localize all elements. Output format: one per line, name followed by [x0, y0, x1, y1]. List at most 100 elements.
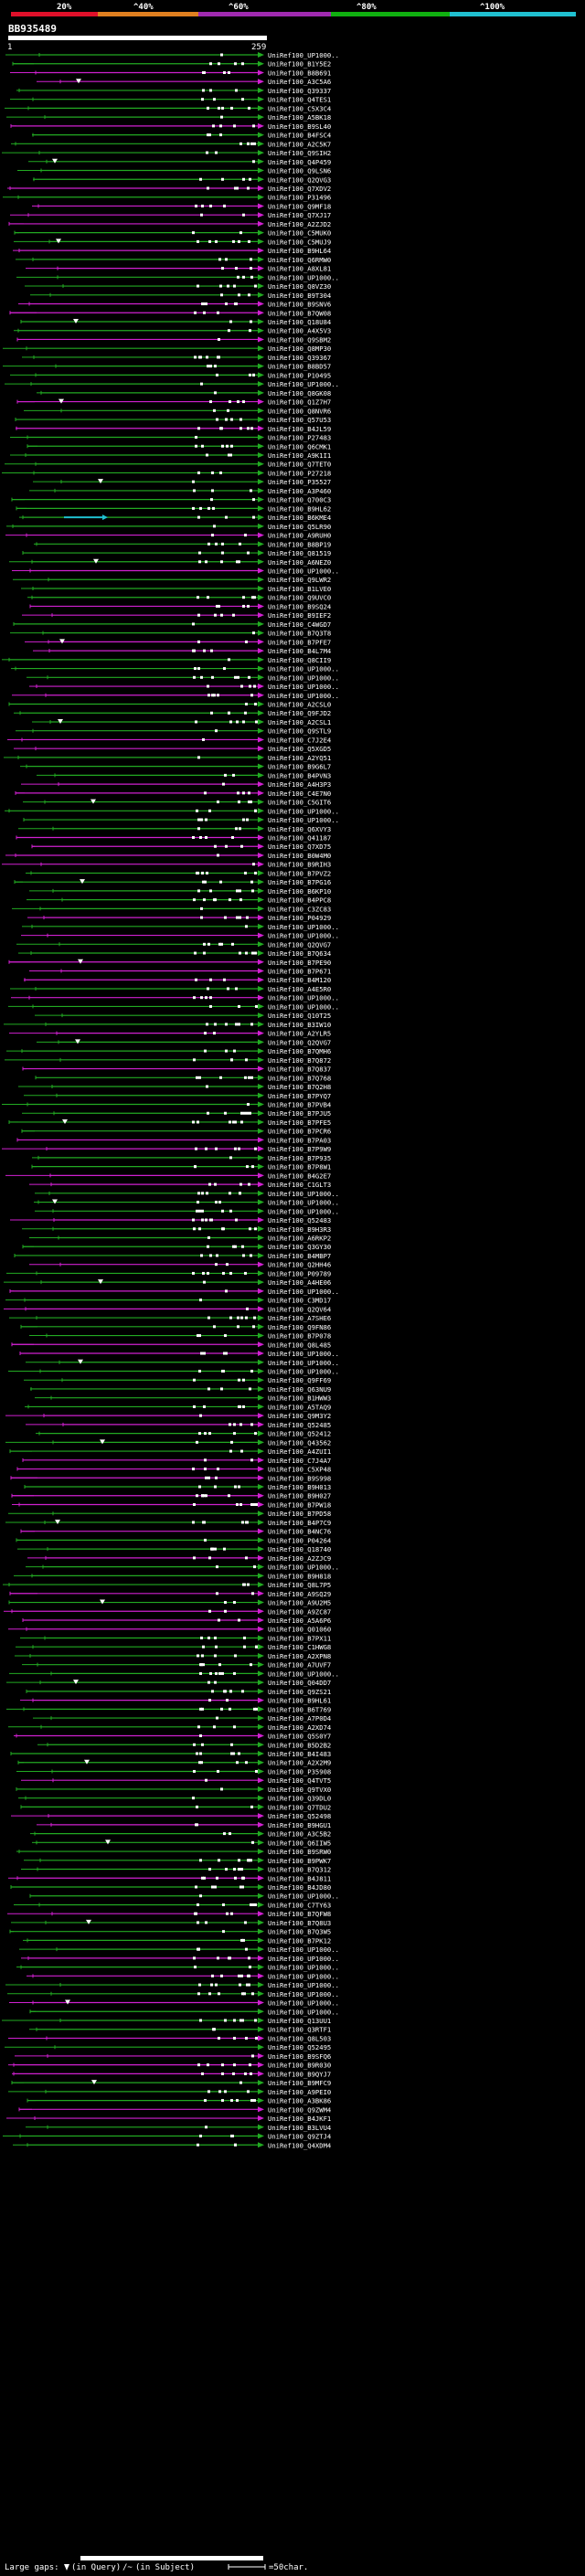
hit-name: UniRef100_P31496 [268, 194, 331, 202]
gap-marker [239, 427, 242, 430]
gap-marker [248, 1182, 250, 1186]
hit-name: UniRef100_Q9FF69 [268, 1376, 331, 1384]
hit-arrow [258, 799, 264, 805]
gap-marker [192, 231, 195, 235]
hit-arrow [258, 1172, 264, 1179]
gap-marker [221, 2099, 224, 2103]
gap-marker [252, 1325, 255, 1329]
hit-name: UniRef100_Q9STL9 [268, 727, 331, 736]
hit-arrow [258, 1582, 264, 1588]
hit-track [6, 1706, 264, 1712]
hit-name: UniRef100_Q18U84 [268, 318, 331, 326]
gap-marker [220, 1974, 223, 1977]
scale-segment-3 [198, 12, 331, 16]
gap-marker [195, 204, 197, 207]
gap-marker [204, 1432, 207, 1436]
query-gap-marker [56, 239, 61, 244]
gap-marker [236, 186, 239, 190]
gap-marker [220, 560, 223, 564]
hit-arrow [258, 487, 264, 493]
gap-marker [214, 1636, 217, 1639]
gap-marker [237, 275, 239, 279]
gap-marker [213, 1325, 216, 1329]
query-gap-marker [84, 1759, 90, 1765]
gap-marker [252, 863, 255, 866]
gap-marker [192, 1468, 195, 1471]
gap-marker [197, 1120, 199, 1124]
gap-marker [209, 89, 212, 92]
gap-marker [237, 791, 239, 795]
hit-track [22, 1617, 264, 1624]
gap-marker [202, 302, 205, 306]
hit-arrow [258, 1644, 264, 1650]
hit-arrow [258, 1030, 264, 1036]
hit-name: UniRef100_B7PG16 [268, 878, 331, 886]
hit-track [33, 648, 264, 654]
gap-marker [201, 204, 204, 207]
gap-marker [244, 534, 247, 537]
hit-track [29, 1332, 264, 1339]
hit-name: UniRef100_A7SHE6 [268, 1314, 331, 1322]
gap-marker [193, 1743, 196, 1746]
gap-marker [213, 525, 216, 528]
gap-marker [201, 98, 204, 101]
gap-marker [242, 1938, 245, 1942]
gap-marker [206, 453, 208, 457]
gap-marker [233, 2063, 236, 2067]
gap-marker [194, 667, 197, 671]
legend-coverage-bar [80, 2556, 263, 2560]
hit-arrow [258, 1252, 264, 1258]
hit-arrow [258, 1279, 264, 1286]
hit-name: UniRef100_UP1000.. [268, 1359, 339, 1367]
gap-marker [193, 1058, 196, 1062]
hit-arrow [258, 1084, 264, 1090]
hit-arrow [258, 1813, 264, 1819]
hit-arrow [258, 318, 264, 324]
hit-track [16, 336, 264, 343]
hit-track [16, 256, 264, 262]
hit-arrow [258, 950, 264, 957]
gap-marker [229, 1209, 232, 1213]
gap-marker [248, 1956, 250, 1960]
hit-track [6, 523, 264, 529]
gap-marker [224, 1601, 227, 1605]
hit-name: UniRef100_B4NC76 [268, 1528, 331, 1536]
gap-marker [239, 231, 242, 235]
gap-marker [212, 124, 215, 128]
hit-track [18, 1795, 264, 1801]
gap-marker [215, 239, 218, 243]
gap-marker [233, 1423, 236, 1426]
gap-marker [193, 649, 196, 652]
hit-track [32, 203, 264, 209]
gap-marker [250, 1805, 253, 1808]
gap-marker [200, 213, 203, 217]
legend-scale: =50char. [269, 2563, 308, 2572]
gap-marker [222, 1271, 225, 1275]
query-gap-marker [76, 79, 81, 84]
hit-name: UniRef100_UP1000.. [268, 1981, 339, 1989]
gap-marker [216, 418, 218, 421]
hit-name: UniRef100_Q6RMW0 [268, 256, 331, 264]
hit-arrow [258, 1351, 264, 1357]
hit-arrow [258, 2115, 264, 2122]
gap-marker [214, 1182, 217, 1186]
hit-track [22, 1244, 264, 1250]
gap-marker [230, 1912, 233, 1915]
gap-marker [207, 1111, 209, 1115]
hit-arrow [258, 1048, 264, 1055]
hit-track [16, 1964, 264, 1970]
hit-arrow [258, 1946, 264, 1953]
gap-marker [227, 284, 229, 288]
gap-marker [201, 444, 204, 448]
gap-marker [238, 1378, 240, 1382]
hit-track [26, 1564, 264, 1570]
gap-marker [199, 177, 202, 181]
query-gap-marker [86, 1919, 91, 1924]
hit-name: UniRef100_B9SQ24 [268, 602, 331, 610]
gap-marker [239, 2081, 242, 2084]
hit-track [16, 87, 264, 93]
gap-marker [198, 1761, 201, 1765]
gap-marker [208, 809, 211, 812]
hit-track [7, 1990, 264, 1997]
hit-arrow [258, 1919, 264, 1925]
